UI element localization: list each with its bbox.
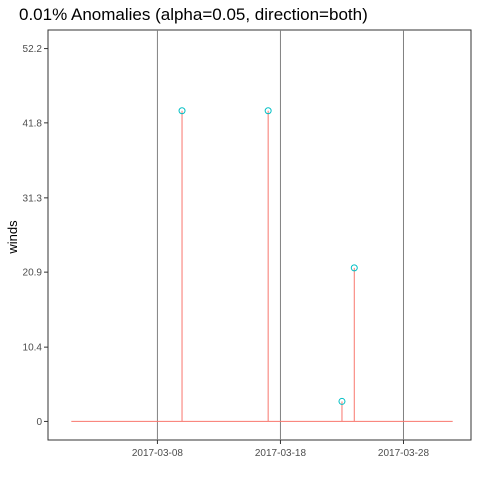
x-axis: 2017-03-08 2017-03-18 2017-03-28 (132, 440, 430, 459)
anomaly-point (264, 107, 272, 115)
y-axis: 0 10.4 20.9 31.3 41.8 52.2 (23, 44, 48, 428)
anomaly-point (338, 397, 346, 405)
anomaly-point (350, 264, 358, 272)
x-tick-label: 2017-03-08 (132, 448, 184, 459)
y-tick-label: 31.3 (23, 193, 43, 204)
y-tick-label: 20.9 (23, 268, 43, 279)
chart-title: 0.01% Anomalies (alpha=0.05, direction=b… (19, 5, 368, 24)
plot-panel (47, 29, 472, 441)
date-markers (156, 30, 404, 440)
y-axis-label: winds (5, 220, 20, 255)
x-tick-label: 2017-03-28 (378, 448, 430, 459)
x-tick-label: 2017-03-18 (255, 448, 307, 459)
y-tick-label: 10.4 (23, 343, 43, 354)
y-tick-label: 0 (36, 417, 42, 428)
y-tick-label: 41.8 (23, 118, 43, 129)
y-tick-label: 52.2 (23, 44, 43, 55)
anomaly-series (71, 107, 453, 422)
anomaly-point (178, 107, 186, 115)
